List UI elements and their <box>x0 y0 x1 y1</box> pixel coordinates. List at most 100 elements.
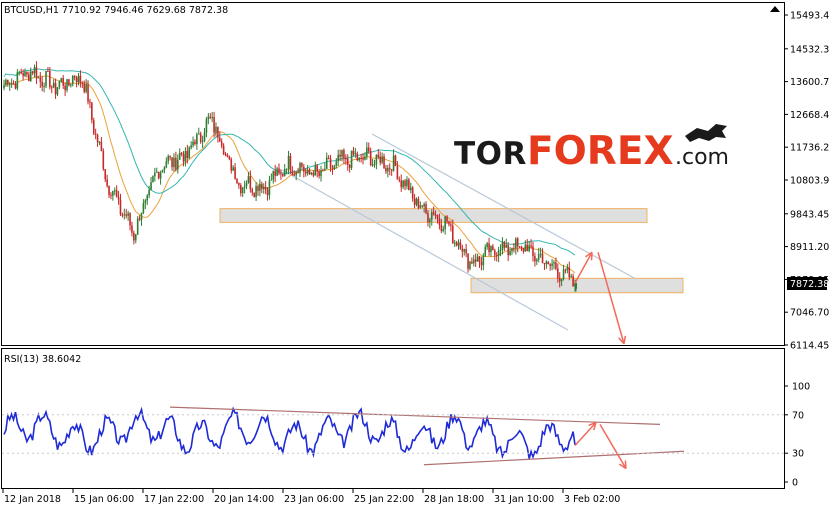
current-price-tag <box>787 277 827 290</box>
candle-body <box>530 245 532 247</box>
candle-body <box>320 170 322 177</box>
candle-body <box>45 70 47 87</box>
forecast-arrow-down <box>597 252 625 344</box>
brand-logo-com: .com <box>675 145 729 170</box>
candle-body <box>324 168 326 171</box>
candle-body <box>553 262 555 264</box>
candle-body <box>16 72 19 89</box>
candle-body <box>184 151 187 162</box>
candle-body <box>83 83 86 92</box>
candle-body <box>112 190 114 196</box>
candle-body <box>304 171 307 174</box>
candle-body <box>430 212 433 220</box>
candle-body <box>295 172 297 176</box>
candle-body <box>568 267 571 278</box>
price-tick-label: 11736.20 <box>790 143 829 154</box>
candle-body <box>390 169 393 171</box>
moving-averages-layer <box>3 68 576 274</box>
candle-body <box>152 176 154 183</box>
rsi-forecast-arrow-down <box>599 424 627 469</box>
candle-body <box>451 225 454 244</box>
candle-body <box>411 187 414 199</box>
price-tick-label: 13600.70 <box>790 77 829 88</box>
candle-body <box>222 145 225 155</box>
candle-body <box>484 247 487 256</box>
candle-body <box>79 75 82 84</box>
candle-body <box>171 157 173 168</box>
candle-body <box>310 172 313 175</box>
candle-body <box>520 246 523 248</box>
candle-body <box>360 157 362 159</box>
candle-body <box>406 179 408 187</box>
candle-body <box>314 165 317 176</box>
candle-body <box>205 119 208 133</box>
candle-body <box>346 158 349 165</box>
candle-body <box>398 179 401 181</box>
candle-body <box>10 83 13 85</box>
candle-body <box>106 179 108 186</box>
panel-collapse-icon[interactable] <box>770 6 780 12</box>
candle-body <box>488 243 490 253</box>
candle-body <box>98 141 101 143</box>
candle-body <box>551 263 553 266</box>
candle-body <box>522 247 525 252</box>
candle-body <box>394 155 397 167</box>
candle-body <box>379 156 382 163</box>
candle-body <box>566 267 569 270</box>
brand-logo: TOR FOREX .com <box>454 124 729 174</box>
candle-body <box>121 214 124 216</box>
price-panel-frame <box>1 2 785 346</box>
candle-body <box>572 276 574 287</box>
candle-body <box>316 165 318 172</box>
rsi-line <box>3 406 576 460</box>
candle-body <box>230 159 233 171</box>
candle-body <box>257 186 259 191</box>
candle-body <box>148 189 150 196</box>
candle-body <box>167 156 170 162</box>
candle-body <box>465 249 467 254</box>
candle-body <box>49 71 51 88</box>
candle-body <box>367 147 370 152</box>
candle-body <box>234 167 236 179</box>
candle-body <box>92 120 95 134</box>
candle-body <box>354 153 357 155</box>
candle-body <box>387 167 389 172</box>
candle-body <box>444 216 446 230</box>
forecast-arrow-down-head <box>618 335 627 345</box>
candle-body <box>182 154 185 162</box>
candle-body <box>358 157 361 161</box>
price-tick-label: 15493.45 <box>790 11 829 22</box>
rsi-tick-label: 0 <box>792 478 798 489</box>
candle-body <box>377 154 380 157</box>
candle-body <box>20 72 22 74</box>
candle-body <box>154 172 156 177</box>
candle-body <box>287 155 290 170</box>
candle-body <box>366 147 368 157</box>
candle-body <box>348 164 351 168</box>
candle-body <box>322 170 324 172</box>
price-tick-label: 12668.45 <box>790 110 829 121</box>
candle-body <box>127 213 129 216</box>
candle-body <box>440 224 443 231</box>
candle-body <box>197 133 200 135</box>
candle-body <box>493 250 496 256</box>
candle-body <box>207 116 210 120</box>
candle-body <box>113 190 116 192</box>
channel-lower-line <box>281 169 569 331</box>
candle-body <box>434 214 437 216</box>
candle-body <box>471 261 473 264</box>
candle-body <box>490 246 492 253</box>
candle-body <box>129 213 131 226</box>
candle-body <box>56 87 59 95</box>
candle-body <box>299 163 301 174</box>
candle-body <box>131 225 133 233</box>
rsi-tick-label: 100 <box>792 382 810 393</box>
bull-bear-icon <box>685 124 727 142</box>
candle-body <box>518 246 521 248</box>
candle-body <box>463 249 466 252</box>
candle-body <box>12 83 15 85</box>
candle-body <box>75 77 78 83</box>
candle-body <box>261 183 263 189</box>
candle-body <box>150 182 152 190</box>
candle-body <box>392 155 395 171</box>
